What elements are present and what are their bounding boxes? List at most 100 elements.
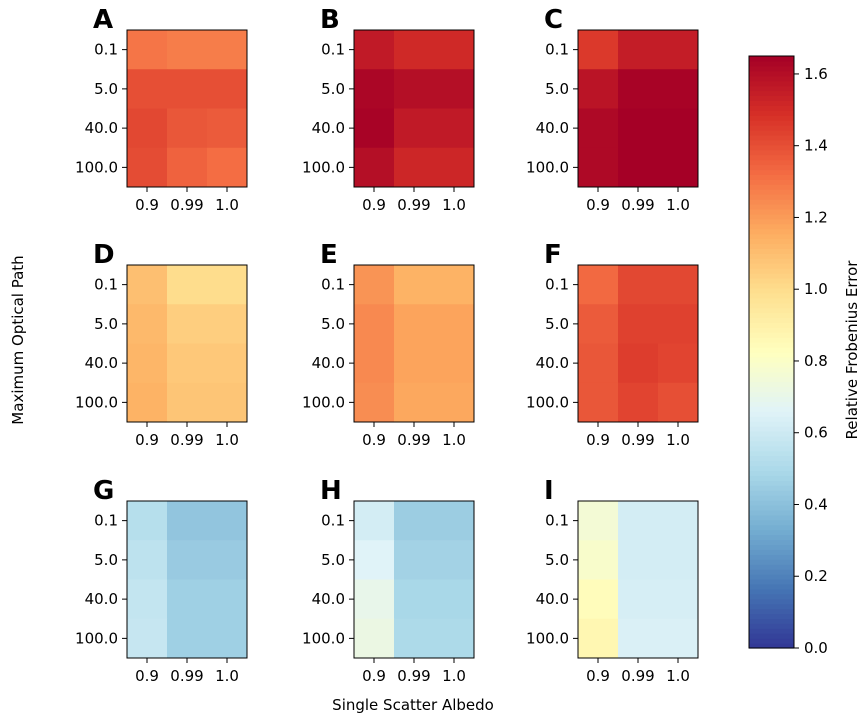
heatmap-cell [658,304,699,344]
heatmap-cell [434,540,475,580]
colorbar-tick-label: 0.8 [804,352,828,370]
heatmap-cell [658,265,699,305]
colorbar-segment [749,593,794,600]
y-tick-label: 5.0 [545,315,569,333]
colorbar-segment [749,485,794,491]
y-tick-label: 5.0 [94,315,118,333]
y-tick-label: 0.1 [545,41,569,59]
colorbar-segment [749,411,794,417]
heatmap-cell [354,382,395,423]
x-tick-label: 1.0 [442,431,466,449]
colorbar-segment [749,228,794,235]
colorbar-segment [749,519,794,526]
panel-letter: E [320,240,338,270]
colorbar-segment [749,139,794,146]
heatmap-cell [207,265,248,305]
colorbar-segment [749,618,794,624]
colorbar-segment [749,460,794,467]
heatmap-cell [207,501,248,541]
colorbar-tick-label: 1.6 [804,65,828,83]
colorbar-segment [749,465,794,471]
colorbar-segment [749,574,794,580]
heatmap-cell [434,147,475,188]
heatmap-cell [207,30,248,70]
x-tick-label: 0.9 [362,667,386,685]
heatmap-cell [127,147,168,188]
colorbar-segment [749,120,794,126]
colorbar-segment [749,435,794,442]
y-tick-label: 100.0 [75,629,118,647]
colorbar-segment [749,312,794,319]
heatmap-panel-b: B 0.1 5.0 40.0 100.0 0.9 0.99 1.0 [302,5,475,214]
colorbar-segment [749,199,794,205]
colorbar-segment [749,583,794,590]
heatmap-cell [167,69,208,109]
panel-letter: B [320,5,340,35]
heatmap-cell [354,69,395,109]
heatmap-cell [354,618,395,659]
colorbar-segment [749,238,794,245]
colorbar-segment [749,440,794,447]
x-tick-label: 1.0 [666,667,690,685]
heatmap-cell [354,265,395,305]
colorbar-segment [749,500,794,506]
heatmap-cell [618,265,659,305]
y-tick-label: 100.0 [302,393,345,411]
colorbar-segment [749,248,794,254]
colorbar-tick-label: 0.4 [804,495,828,513]
colorbar-segment [749,633,794,639]
heatmap-cell [434,501,475,541]
x-tick-label: 0.99 [170,196,203,214]
y-tick-label: 0.1 [321,276,345,294]
colorbar-segment [749,608,794,615]
heatmap-cell [127,618,168,659]
heatmap-cell [394,579,435,620]
colorbar-segment [749,317,794,323]
colorbar-segment [749,356,794,363]
colorbar-segment [749,623,794,629]
colorbar-segment [749,60,794,67]
y-tick-label: 40.0 [312,590,345,608]
colorbar-segment [749,490,794,496]
heatmap-cell [207,304,248,344]
colorbar-segment [749,154,794,161]
colorbar-segment [749,169,794,175]
x-tick-label: 0.99 [621,196,654,214]
x-tick-label: 0.99 [397,196,430,214]
heatmap-cell [167,108,208,149]
colorbar-segment [749,70,794,77]
heatmap-cell [167,343,208,384]
heatmap-cell [207,69,248,109]
colorbar-segment [749,56,794,62]
colorbar-tick-label: 1.4 [804,137,828,155]
heatmap-cell [207,382,248,423]
heatmap-cell [434,69,475,109]
colorbar-tick-label: 0.0 [804,639,828,657]
heatmap-cell [394,108,435,149]
heatmap-cell [394,304,435,344]
x-tick-label: 0.9 [586,431,610,449]
colorbar-segment [749,475,794,481]
colorbar-frame [748,55,795,649]
x-tick-label: 0.9 [135,667,159,685]
colorbar-segment [749,371,794,378]
y-tick-label: 100.0 [302,629,345,647]
y-tick-label: 40.0 [536,119,569,137]
heatmap-cell [127,501,168,541]
colorbar: 0.0 0.2 0.4 0.6 0.8 1.0 1.2 1.4 1.6 [748,55,828,657]
colorbar-segment [749,80,794,87]
colorbar-segment [749,564,794,570]
heatmap-cell [578,382,619,423]
y-tick-label: 40.0 [312,119,345,137]
heatmap-cell [658,108,699,149]
colorbar-segment [749,149,794,156]
heatmap-cell [394,265,435,305]
colorbar-segment [749,495,794,501]
colorbar-segment [749,470,794,476]
heatmap-cell [434,382,475,423]
heatmap-cell [127,30,168,70]
y-tick-label: 100.0 [75,393,118,411]
heatmap-cell [658,69,699,109]
colorbar-segment [749,603,794,610]
heatmap-cell [658,382,699,423]
